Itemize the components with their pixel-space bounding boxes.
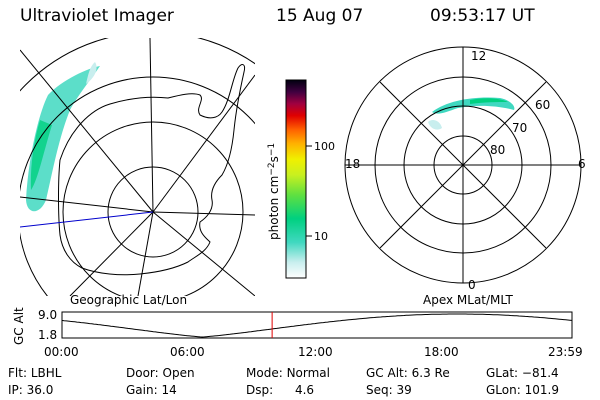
- altitude-plot-frame: [61, 311, 573, 339]
- alt-ylabel: GC Alt: [12, 307, 26, 345]
- aurora-core: [470, 98, 508, 104]
- alt-xtick: 23:59: [548, 345, 583, 359]
- info-gain: Gain: 14: [126, 383, 177, 397]
- mlat-label: 60: [535, 98, 550, 112]
- meridian: [149, 38, 154, 213]
- info-flt: Flt: LBHL: [8, 366, 62, 380]
- alt-xtick: 06:00: [170, 345, 205, 359]
- right-panel-label: Apex MLat/MLT: [423, 293, 513, 307]
- instrument-title: Ultraviolet Imager: [20, 6, 174, 26]
- info-gc-alt: GC Alt: 6.3 Re: [366, 366, 450, 380]
- magnetic-polar-plot: 12 18 6 0 60 70 80: [344, 46, 586, 292]
- coastline: [58, 64, 245, 276]
- meridian: [20, 49, 154, 213]
- meridian: [137, 211, 154, 296]
- alt-xtick: 12:00: [298, 345, 333, 359]
- alt-ytick: 9.0: [38, 308, 57, 322]
- meridian: [152, 211, 255, 296]
- info-mode: Mode: Normal: [246, 366, 330, 380]
- colorbar-tick-label: 100: [314, 140, 335, 153]
- meridian: [152, 74, 255, 213]
- lat-circle: [62, 121, 244, 296]
- meridian: [152, 211, 255, 216]
- mlt-label: 6: [578, 157, 586, 171]
- info-seq: Seq: 39: [366, 383, 412, 397]
- alt-xtick: 00:00: [44, 345, 79, 359]
- mlt-label: 12: [471, 49, 486, 63]
- mlat-label: 80: [490, 143, 505, 157]
- altitude-plot: 9.0 1.8 GC Alt 00:00 06:00 12:00 18:00 2…: [12, 307, 583, 359]
- mlt-label: 18: [345, 157, 360, 171]
- colorbar: [285, 79, 307, 279]
- aurora-faint: [86, 62, 97, 84]
- left-panel-label: Geographic Lat/Lon: [70, 293, 187, 307]
- aurora-core: [30, 120, 52, 190]
- info-door: Door: Open: [126, 366, 195, 380]
- time-label: 09:53:17 UT: [430, 6, 535, 26]
- mlat-label: 70: [512, 121, 527, 135]
- alt-xtick: 18:00: [424, 345, 459, 359]
- meridian: [20, 196, 154, 213]
- sun-line: [20, 211, 154, 228]
- colorbar-unit: photon cm−2s−1: [267, 143, 281, 240]
- info-glat: GLat: −81.4: [486, 366, 559, 380]
- alt-ytick: 1.8: [38, 328, 57, 342]
- date-label: 15 Aug 07: [276, 6, 364, 26]
- mlt-label: 0: [468, 278, 476, 292]
- info-glon: GLon: 101.9: [486, 383, 559, 397]
- info-ip: IP: 36.0: [8, 383, 54, 397]
- lat-circle: [107, 166, 199, 258]
- lat-circle: [20, 76, 255, 296]
- aurora-faint: [428, 120, 442, 130]
- colorbar-tick-label: 10: [314, 230, 328, 243]
- mlt-line: [379, 81, 547, 249]
- geographic-map: [20, 38, 255, 296]
- info-dsp: Dsp: 4.6: [246, 383, 315, 397]
- aurora-emission: [26, 66, 100, 212]
- altitude-curve: [61, 313, 573, 338]
- meridian: [69, 211, 154, 296]
